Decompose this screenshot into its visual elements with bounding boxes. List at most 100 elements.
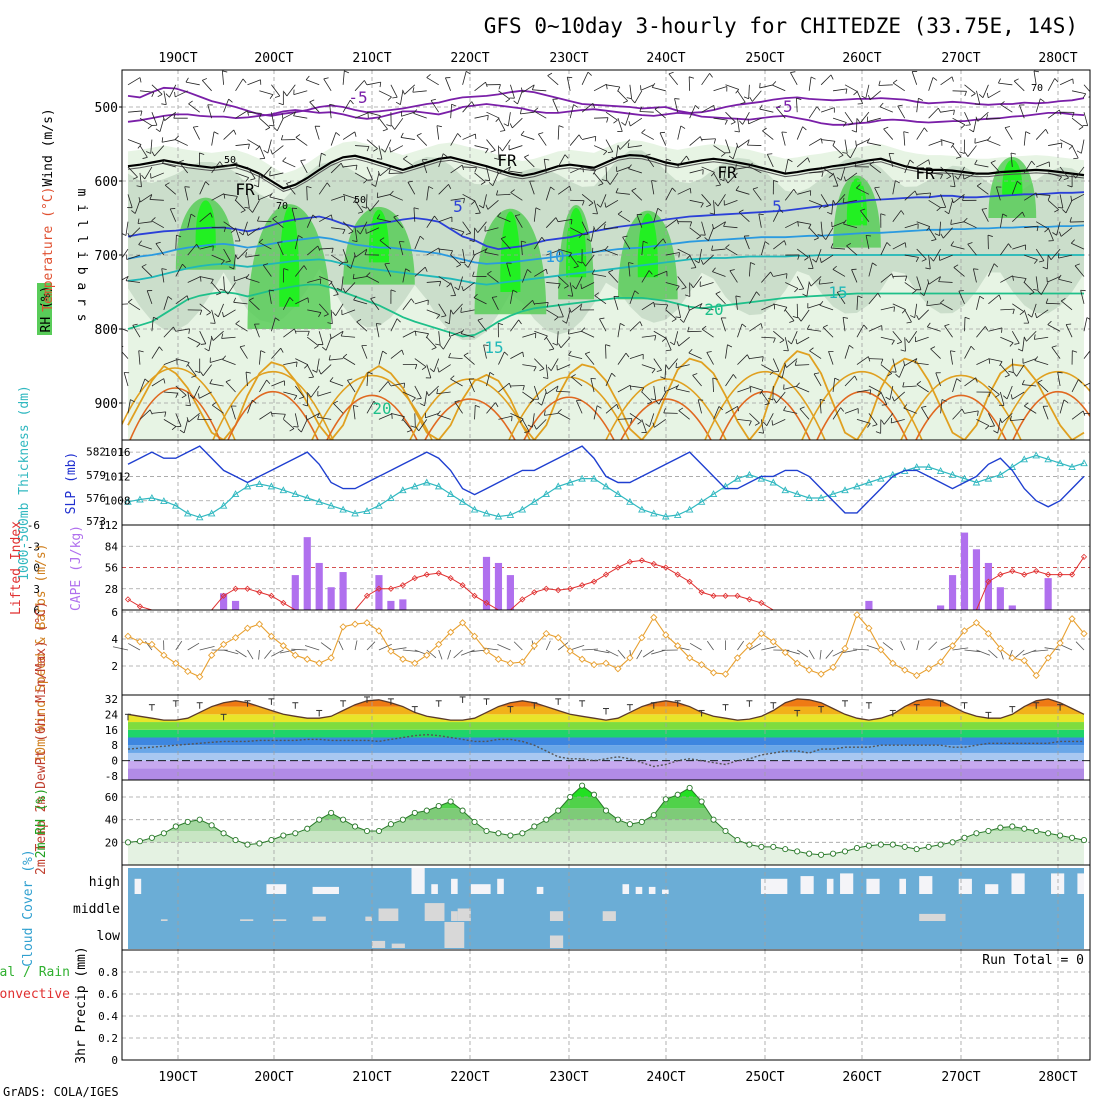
wind-barb-flag xyxy=(785,273,788,279)
wind-barb-flag xyxy=(554,316,559,321)
wind-barb-flag xyxy=(787,158,793,163)
wind-barb-flag xyxy=(573,104,578,108)
wind-barb-shaft xyxy=(692,375,702,387)
wind-barb-flag xyxy=(641,387,645,393)
wind-barb-shaft xyxy=(904,282,917,291)
thickness-marker xyxy=(446,490,455,498)
rh-marker xyxy=(901,843,908,850)
wind-barb-shaft xyxy=(796,248,809,258)
wind-barb-shaft xyxy=(904,358,917,366)
cloud-gap xyxy=(240,919,254,921)
wind-barb-flag xyxy=(598,183,604,186)
wind-barb-shaft xyxy=(450,164,463,174)
wind-barb-flag xyxy=(674,98,680,100)
wind-barb-flag xyxy=(1073,157,1079,160)
wind-barb-flag xyxy=(794,288,799,293)
wind-barb-shaft xyxy=(520,241,523,256)
wind-barb-flag xyxy=(451,103,457,107)
wind-barb xyxy=(165,84,177,98)
wind-barb-flag xyxy=(342,288,346,293)
wind-barb xyxy=(306,214,317,228)
wind-barb-shaft xyxy=(134,200,141,214)
wind-barb-10m xyxy=(819,649,822,660)
wind-barb xyxy=(738,111,750,125)
wind-barb xyxy=(808,106,821,119)
wind-barb xyxy=(319,214,333,223)
wind-barb-flag xyxy=(140,110,143,116)
wind-barb-shaft xyxy=(752,188,762,201)
wind-barb xyxy=(964,112,971,126)
wind-barb xyxy=(186,413,200,423)
wind-barb xyxy=(1057,253,1073,259)
wind-barb-flag xyxy=(743,96,749,100)
wind-barb-10m xyxy=(1075,641,1085,651)
wind-barb-flag xyxy=(316,412,320,418)
wind-barb xyxy=(224,282,236,295)
wind-speed-marker xyxy=(566,647,574,655)
wind-barb xyxy=(330,132,341,146)
wind-barb xyxy=(322,337,332,351)
wind-barb-shaft xyxy=(708,227,714,241)
wind-barb-flag xyxy=(307,297,309,303)
wind-barb-shaft xyxy=(783,410,798,414)
wind-speed-marker xyxy=(1020,656,1028,665)
wind-barb xyxy=(785,282,799,293)
wind-barb-shaft xyxy=(138,350,141,365)
wind-barb-shaft xyxy=(1083,382,1090,387)
wind-barb-flag xyxy=(763,421,768,427)
wind-barb xyxy=(522,332,537,339)
wind-speed-marker xyxy=(865,624,873,632)
wind-barb-flag xyxy=(1033,70,1040,73)
wind-barb xyxy=(126,254,141,260)
wind-barb xyxy=(403,155,416,168)
wind-barb xyxy=(663,408,678,414)
wind-barb xyxy=(223,193,238,202)
wind-barb-flag xyxy=(724,119,728,125)
wind-barb xyxy=(999,213,1008,228)
wind-barb-shaft xyxy=(974,139,989,144)
wind-barb-shaft xyxy=(592,273,607,277)
wind-barb-shaft xyxy=(689,169,704,174)
wind-barb-flag xyxy=(795,382,800,387)
wind-barb-flag xyxy=(406,429,412,433)
wind-barb-shaft xyxy=(413,207,416,222)
wind-barb-10m xyxy=(642,649,655,658)
wind-barb xyxy=(462,166,477,173)
wind-barb xyxy=(141,264,153,277)
wind-barb-flag xyxy=(416,133,422,136)
wind-barb-flag xyxy=(592,169,597,175)
rh-marker xyxy=(184,818,191,825)
wind-barb-flag xyxy=(323,313,329,317)
wind-barb-flag xyxy=(975,377,978,383)
wind-barb xyxy=(371,172,380,187)
wind-barb-flag xyxy=(247,110,249,116)
wind-barb-shaft xyxy=(797,221,812,225)
wind-barb xyxy=(352,405,359,420)
wind-barb-shaft xyxy=(211,193,225,201)
wind-barb-shaft xyxy=(735,295,738,310)
wind-barb-shaft xyxy=(867,142,881,146)
wind-barb-flag xyxy=(895,180,900,184)
wind-speed-marker xyxy=(793,659,801,667)
wind-barb-shaft xyxy=(329,380,344,387)
rh-shade-bright xyxy=(637,213,658,278)
wind-barb xyxy=(401,111,415,117)
wind-barb-shaft xyxy=(628,262,631,277)
wind-barb xyxy=(752,187,762,201)
wind-barb xyxy=(653,330,667,342)
wind-barb-flag xyxy=(563,285,569,289)
wind-barb-flag xyxy=(879,102,884,107)
wind-barb xyxy=(462,70,471,85)
wind-barb xyxy=(1059,166,1069,181)
wind-barb-flag xyxy=(665,304,669,310)
wind-barb xyxy=(799,406,810,420)
wind-barb-flag xyxy=(391,125,395,130)
wind-barb xyxy=(355,145,370,152)
wind-barb xyxy=(964,145,977,157)
wind-barb-shaft xyxy=(1047,200,1059,210)
wind-barb-shaft xyxy=(659,132,667,146)
wind-barb xyxy=(688,303,702,311)
wind-barb-flag xyxy=(474,228,479,233)
wind-barb-shaft xyxy=(1034,336,1049,340)
